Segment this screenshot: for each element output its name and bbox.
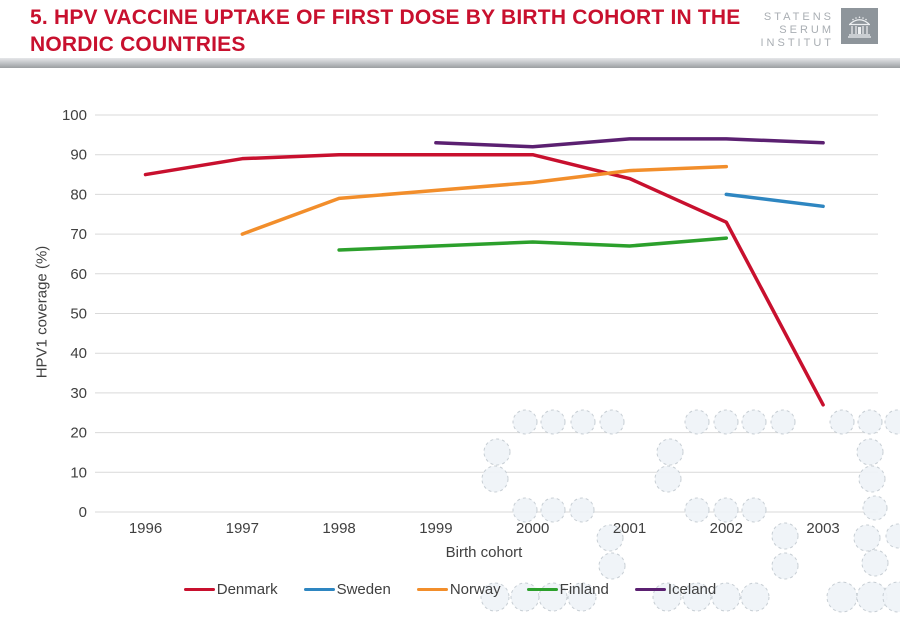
watermark-circle — [483, 438, 511, 466]
legend-line-swatch — [416, 587, 448, 592]
legend-item-sweden: Sweden — [303, 581, 391, 598]
x-tick-label: 1998 — [322, 520, 355, 537]
watermark-circle — [711, 582, 741, 612]
watermark-circle — [684, 497, 710, 523]
statens-serum-institut-logo: STATENS SERUM INSTITUT — [761, 8, 878, 50]
watermark-circle — [684, 409, 710, 435]
y-tick-label: 30 — [70, 385, 87, 402]
y-tick-label: 10 — [70, 464, 87, 481]
watermark-circle — [512, 497, 538, 523]
legend-item-norway: Norway — [416, 581, 501, 598]
watermark-circle — [570, 409, 596, 435]
x-tick-label: 2003 — [806, 520, 839, 537]
series-line-finland — [337, 236, 729, 252]
x-axis-title: Birth cohort — [445, 544, 523, 561]
watermark-circle — [567, 582, 597, 612]
y-tick-label: 90 — [70, 147, 87, 164]
watermark-circle — [599, 409, 625, 435]
watermark-circle — [540, 497, 566, 523]
watermark-circle — [682, 582, 712, 612]
logo-text: STATENS SERUM INSTITUT — [761, 11, 835, 50]
legend-label: Denmark — [216, 581, 278, 598]
watermark-circle — [741, 409, 767, 435]
watermark-circle — [770, 409, 796, 435]
watermark-circle — [857, 409, 883, 435]
x-tick-label: 1997 — [226, 520, 259, 537]
watermark-circle — [882, 581, 900, 613]
watermark-circle — [713, 409, 739, 435]
y-tick-label: 100 — [62, 107, 87, 124]
watermark-circle — [885, 523, 900, 549]
legend-item-finland: Finland — [526, 581, 609, 598]
watermark-circle — [481, 465, 509, 493]
series-line-sweden — [724, 192, 825, 209]
logo-text-line2: SERUM — [779, 24, 834, 36]
watermark-circle — [771, 552, 799, 580]
legend-label: Norway — [449, 581, 501, 598]
watermark-circle — [741, 497, 767, 523]
header-banner: 5. HPV VACCINE UPTAKE OF FIRST DOSE BY B… — [0, 0, 900, 68]
legend-label: Finland — [559, 581, 609, 598]
logo-text-line3: INSTITUT — [760, 37, 834, 49]
y-tick-label: 70 — [70, 226, 87, 243]
y-tick-label: 50 — [70, 306, 87, 323]
y-tick-label: 60 — [70, 266, 87, 283]
watermark-circle — [598, 552, 626, 580]
x-tick-label: 1999 — [419, 520, 452, 537]
legend-label: Iceland — [667, 581, 717, 598]
logo-text-line1: STATENS — [763, 11, 834, 23]
y-tick-label: 0 — [79, 504, 87, 521]
page-title: 5. HPV VACCINE UPTAKE OF FIRST DOSE BY B… — [30, 6, 741, 56]
watermark-circle — [656, 438, 684, 466]
y-tick-label: 40 — [70, 345, 87, 362]
watermark-circle — [596, 524, 624, 552]
watermark-circle — [853, 524, 881, 552]
watermark-circle — [884, 409, 900, 435]
y-tick-label: 80 — [70, 186, 87, 203]
watermark-circle — [861, 549, 889, 577]
watermark-circle — [829, 409, 855, 435]
watermark-circle — [480, 582, 510, 612]
watermark-circle — [740, 582, 770, 612]
legend-line-swatch — [526, 587, 558, 592]
series-line-norway — [240, 164, 729, 236]
legend-line-swatch — [634, 587, 666, 592]
watermark-circle — [569, 497, 595, 523]
x-tick-label: 1996 — [129, 520, 162, 537]
x-tick-label: 2001 — [613, 520, 646, 537]
watermark-circle — [713, 497, 739, 523]
building-icon — [841, 8, 878, 44]
legend-line-swatch — [303, 587, 335, 592]
x-tick-label: 2000 — [516, 520, 549, 537]
watermark-circle — [654, 465, 682, 493]
y-tick-label: 20 — [70, 425, 87, 442]
y-axis-title: HPV1 coverage (%) — [33, 245, 51, 379]
watermark-circle — [512, 409, 538, 435]
watermark-circle — [771, 522, 799, 550]
series-line-denmark — [143, 152, 825, 407]
series-line-iceland — [434, 137, 825, 149]
legend-item-denmark: Denmark — [183, 581, 278, 598]
watermark-circle — [856, 438, 884, 466]
legend-item-iceland: Iceland — [634, 581, 717, 598]
watermark-circle — [540, 409, 566, 435]
watermark-circle — [862, 495, 888, 521]
banner-divider — [0, 58, 900, 68]
x-tick-label: 2002 — [710, 520, 743, 537]
legend-line-swatch — [183, 587, 215, 592]
legend-label: Sweden — [336, 581, 391, 598]
watermark-circle — [858, 465, 886, 493]
chart-legend: Denmark Sweden Norway Finland Iceland — [0, 581, 900, 598]
